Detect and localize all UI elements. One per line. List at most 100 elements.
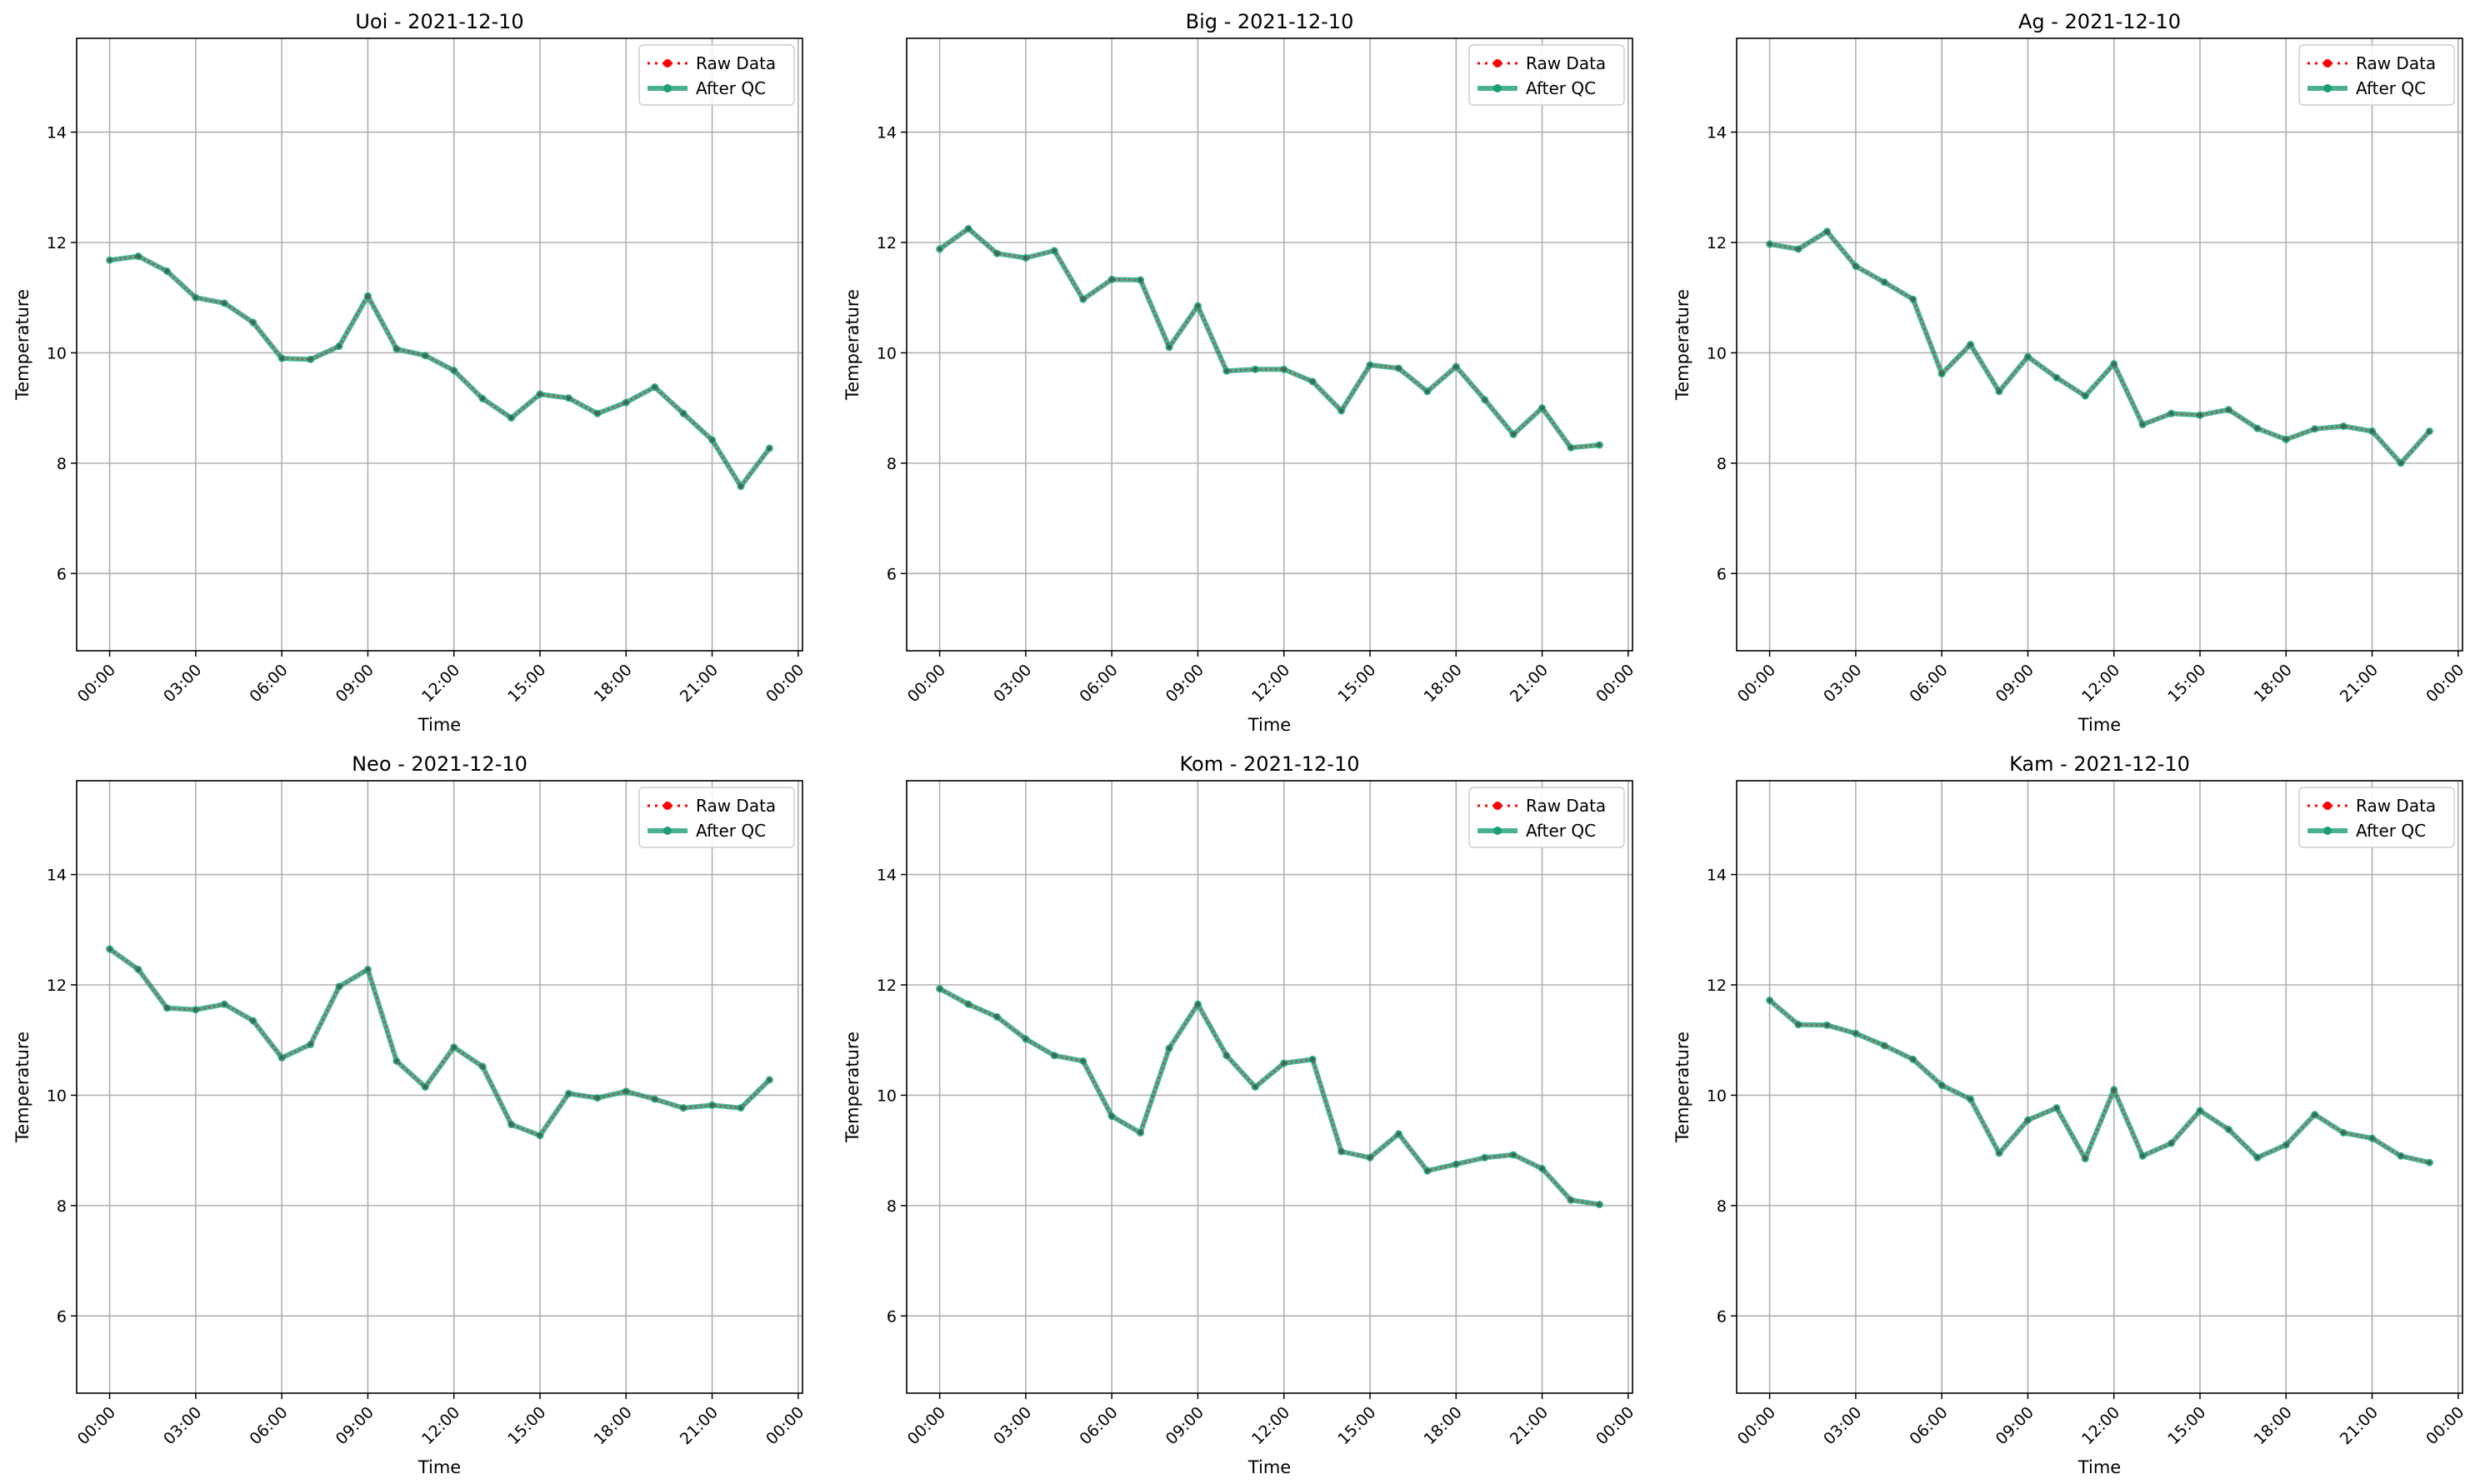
raw-data-point [1282,367,1287,372]
raw-data-point [2140,422,2145,427]
legend-label-qc: After QC [1526,821,1596,841]
raw-data-point [1768,242,1772,247]
subplot: 6 8 10 12 14 00:00 03:00 06:00 09:00 12:00 15:00 18… [842,752,1638,1477]
raw-data-point [2427,1160,2432,1165]
raw-data-point [164,1006,169,1011]
y-tick-label: 14 [1707,124,1727,142]
series-line-raw-data [1769,230,2431,465]
raw-data-point [1911,1057,1916,1062]
subplot-title: Ag - 2021-12-10 [2018,10,2181,33]
x-tick-label: 03:00 [1820,1403,1865,1448]
raw-data-point [422,1085,428,1089]
y-tick-label: 12 [1707,234,1727,252]
legend: Raw Data After QC [2298,44,2455,106]
axes-frame [76,37,803,652]
raw-data-point [767,446,772,451]
raw-data-point [938,247,942,252]
raw-data-point [1911,297,1916,302]
x-tick-label: 00:00 [74,1403,119,1448]
x-tick-label: 00:00 [2422,661,2468,706]
raw-data-point [681,411,686,416]
raw-data-point [652,1097,658,1102]
raw-data-point [2198,412,2202,417]
raw-data-point [394,1058,399,1063]
raw-data-point [1396,366,1401,371]
raw-data-point [1396,1132,1401,1137]
raw-data-point [1997,389,2002,394]
y-tick-label: 12 [47,234,67,252]
raw-data-point [480,1064,485,1069]
x-tick-label: 15:00 [2164,661,2209,706]
raw-data-point [1339,408,1344,413]
raw-data-point [136,254,141,259]
x-tick-label: 06:00 [1906,1403,1951,1448]
x-tick-label: 00:00 [2422,1403,2468,1448]
legend-marker-raw [663,59,672,67]
raw-data-point [966,1002,971,1007]
raw-data-point [136,967,141,972]
raw-data-point [1968,1097,1973,1102]
subplot-title: Kom - 2021-12-10 [1180,752,1360,776]
x-axis-label: Time [1248,1457,1291,1477]
raw-data-point [193,295,198,300]
x-tick-label: 18:00 [2251,1403,2296,1448]
raw-data-point [337,984,342,989]
x-tick-label: 09:00 [332,1403,378,1448]
subplot-title: Neo - 2021-12-10 [352,752,528,776]
x-axis-label: Time [2078,715,2121,735]
y-tick-label: 12 [877,977,897,995]
series-line-after-qc [109,253,772,489]
raw-data-point [1167,345,1172,350]
legend-label-qc: After QC [2356,821,2426,841]
raw-data-point [2112,1087,2117,1092]
raw-data-point [652,384,658,389]
legend-label-raw: Raw Data [696,53,776,73]
plot-area [907,38,1632,651]
y-axis-label: Temperature [12,1032,32,1143]
raw-data-point [1195,303,1200,308]
x-tick-label: 09:00 [1992,1403,2038,1448]
series-line-raw-data [1768,999,2430,1164]
raw-data-point [2112,362,2117,367]
legend-marker-raw [663,802,672,810]
raw-data-point [1368,1155,1372,1160]
raw-data-point [2370,1136,2375,1141]
raw-data-point [681,1106,686,1111]
x-tick-label: 18:00 [591,661,636,706]
raw-data-point [1824,229,1829,234]
raw-data-point [2025,354,2030,359]
series-line-raw-data [109,948,771,1137]
x-tick-label: 15:00 [504,661,549,706]
x-axis-label: Time [418,715,461,735]
x-tick-label: 03:00 [1820,661,1865,706]
raw-data-point [2255,426,2260,431]
legend: Raw Data After QC [2298,787,2455,848]
x-tick-label: 12:00 [418,1403,463,1448]
x-tick-label: 12:00 [1248,1403,1293,1448]
raw-data-point [1796,1022,1801,1027]
raw-data-point [1453,364,1458,369]
legend: Raw Data After QC [638,787,795,848]
raw-data-point [1597,1202,1602,1207]
raw-data-point [2169,1141,2174,1146]
x-tick-label: 00:00 [1734,1403,1779,1448]
y-tick-label: 8 [887,455,897,473]
y-tick-label: 14 [47,124,67,142]
raw-data-point [1540,1167,1545,1171]
legend: Raw Data After QC [638,44,795,106]
raw-data-point [2255,1155,2260,1160]
raw-data-point [480,396,485,401]
raw-data-point [1310,1057,1315,1062]
legend-label-qc: After QC [1526,78,1596,98]
raw-data-point [2312,427,2318,432]
raw-data-point [108,947,112,952]
subplot: 6 8 10 12 14 00:00 03:00 06:00 09:00 12:00 15:00 18… [12,752,808,1477]
raw-data-point [994,1014,999,1019]
x-tick-label: 06:00 [1076,661,1121,706]
x-tick-label: 15:00 [2164,1403,2209,1448]
raw-data-point [2283,437,2288,442]
subplot: 6 8 10 12 14 00:00 03:00 06:00 09:00 12:00 15:00 18… [1672,752,2468,1477]
legend-label-qc: After QC [696,78,766,98]
series-line-raw-data [939,227,1600,449]
axes-frame [1736,37,2463,652]
